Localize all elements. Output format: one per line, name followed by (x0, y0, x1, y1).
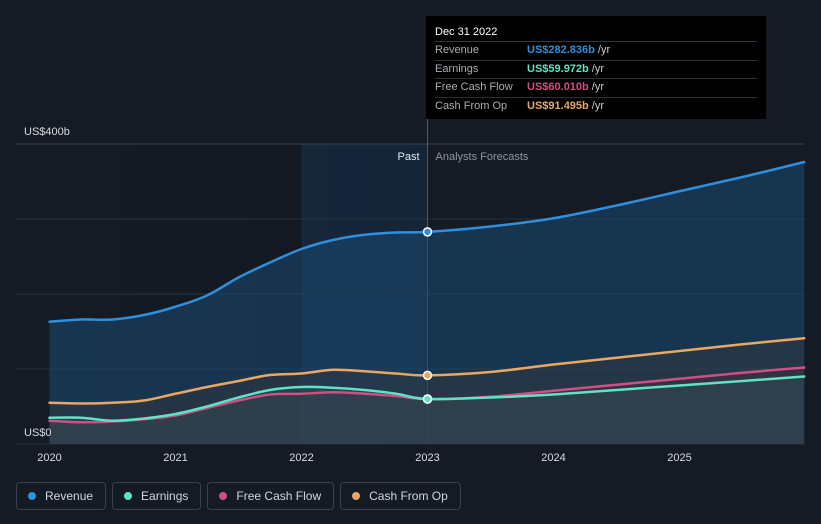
revenue-line (48, 160, 806, 323)
cash-from-op-marker (422, 370, 433, 381)
earnings-area (49, 376, 805, 444)
cash-from-op-area (49, 338, 805, 444)
tooltip-value: US$91.495b (527, 99, 589, 112)
tooltip-unit: /yr (591, 62, 604, 75)
x-tick-label: 2025 (667, 452, 691, 464)
tooltip-row-cash-from-op: Cash From Op US$91.495b /yr (435, 98, 757, 116)
earnings-marker (422, 394, 433, 404)
legend-label: Revenue (45, 489, 94, 503)
earnings-line (48, 375, 806, 423)
revenue-area (49, 162, 805, 444)
legend-label: Free Cash Flow (236, 489, 322, 503)
tooltip-row-revenue: Revenue US$282.836b /yr (435, 42, 757, 61)
forecast-label: Analysts Forecasts (436, 151, 529, 163)
legend: Revenue Earnings Free Cash Flow Cash Fro… (16, 482, 461, 510)
x-tick-label: 2024 (541, 452, 565, 464)
legend-label: Earnings (141, 489, 189, 503)
free-cash-flow-area (49, 367, 805, 444)
y-axis-top-label: US$400b (24, 126, 70, 138)
tooltip-label: Cash From Op (435, 99, 508, 112)
tooltip-label: Earnings (435, 62, 479, 75)
tooltip-unit: /yr (591, 81, 604, 93)
tooltip-row-earnings: Earnings US$59.972b /yr (435, 61, 757, 79)
revenue-dot-icon (28, 492, 36, 500)
y-axis-bottom-label: US$0 (24, 427, 52, 439)
earnings-dot-icon (124, 492, 133, 500)
tooltip-value: US$60.010b (527, 81, 589, 93)
cash-from-op-line (48, 337, 806, 405)
tooltip-value: US$59.972b (527, 62, 589, 75)
x-tick-label: 2022 (289, 452, 313, 464)
tooltip-label: Free Cash Flow (435, 81, 513, 93)
tooltip-row-free-cash-flow: Free Cash Flow US$60.010b /yr (435, 79, 757, 98)
legend-item-earnings[interactable]: Earnings (112, 482, 202, 510)
x-tick-label: 2020 (37, 452, 61, 464)
cash-from-op-dot-icon (352, 492, 361, 500)
x-tick-label: 2023 (415, 452, 439, 464)
legend-item-cash-from-op[interactable]: Cash From Op (340, 482, 461, 510)
past-label: Past (397, 151, 419, 163)
tooltip: Dec 31 2022 Revenue US$282.836b /yr Earn… (426, 16, 766, 119)
legend-item-free-cash-flow[interactable]: Free Cash Flow (207, 482, 335, 510)
tooltip-date: Dec 31 2022 (435, 24, 757, 42)
legend-label: Cash From Op (369, 489, 448, 503)
tooltip-value: US$282.836b (527, 44, 595, 56)
legend-item-revenue[interactable]: Revenue (16, 482, 107, 510)
tooltip-unit: /yr (591, 99, 604, 112)
x-tick-label: 2021 (163, 452, 187, 464)
tooltip-label: Revenue (435, 44, 480, 56)
revenue-marker (422, 227, 433, 237)
tooltip-unit: /yr (597, 44, 611, 56)
free-cash-flow-dot-icon (219, 492, 228, 500)
